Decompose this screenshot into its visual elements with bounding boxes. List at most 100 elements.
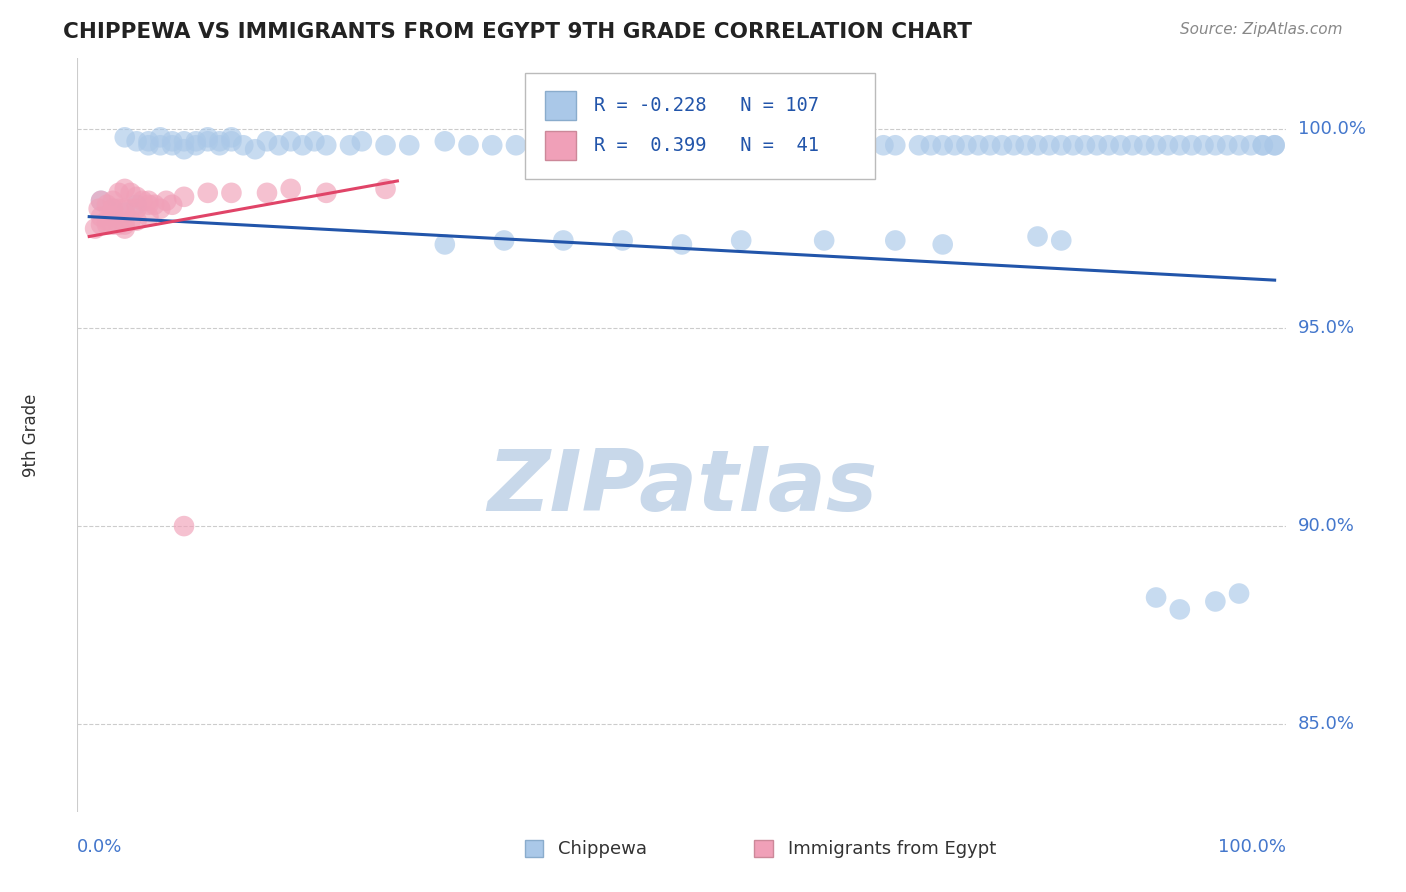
- Point: [149, 202, 172, 216]
- Point: [173, 519, 195, 533]
- Point: [1204, 594, 1226, 608]
- Point: [1204, 138, 1226, 153]
- Point: [765, 134, 787, 148]
- Point: [149, 130, 172, 145]
- Point: [433, 237, 456, 252]
- Point: [813, 234, 835, 248]
- Point: [160, 134, 183, 148]
- Point: [1050, 138, 1073, 153]
- Point: [398, 138, 420, 153]
- Point: [280, 182, 302, 196]
- Point: [173, 134, 195, 148]
- Point: [991, 138, 1014, 153]
- Point: [221, 134, 243, 148]
- Point: [505, 138, 527, 153]
- Text: Immigrants from Egypt: Immigrants from Egypt: [787, 839, 995, 857]
- Text: R = -0.228   N = 107: R = -0.228 N = 107: [593, 96, 818, 115]
- Point: [1144, 591, 1167, 605]
- Point: [848, 138, 870, 153]
- Point: [1240, 138, 1263, 153]
- Point: [433, 134, 456, 148]
- Point: [125, 190, 148, 204]
- FancyBboxPatch shape: [524, 840, 543, 857]
- Point: [671, 138, 693, 153]
- Point: [291, 138, 314, 153]
- Point: [138, 198, 160, 212]
- Point: [114, 182, 136, 196]
- Point: [101, 210, 124, 224]
- Point: [494, 234, 516, 248]
- Point: [149, 138, 172, 153]
- Point: [114, 202, 136, 216]
- Text: ZIPatlas: ZIPatlas: [486, 446, 877, 529]
- Point: [908, 138, 931, 153]
- Point: [636, 138, 658, 153]
- Point: [256, 186, 278, 200]
- Point: [1062, 138, 1084, 153]
- Text: 85.0%: 85.0%: [1298, 715, 1354, 733]
- Point: [599, 134, 621, 148]
- Point: [197, 134, 219, 148]
- Point: [256, 134, 278, 148]
- Point: [374, 182, 396, 196]
- Point: [931, 237, 953, 252]
- Point: [221, 186, 243, 200]
- Point: [1251, 138, 1274, 153]
- Point: [955, 138, 977, 153]
- Point: [967, 138, 990, 153]
- Point: [90, 210, 112, 224]
- Point: [884, 234, 907, 248]
- Point: [943, 138, 966, 153]
- Point: [1264, 138, 1286, 153]
- Point: [825, 134, 848, 148]
- Point: [1050, 234, 1073, 248]
- Point: [553, 234, 575, 248]
- Point: [742, 138, 765, 153]
- Point: [184, 138, 207, 153]
- Point: [267, 138, 290, 153]
- Point: [730, 234, 752, 248]
- Point: [1264, 138, 1286, 153]
- Point: [872, 138, 894, 153]
- Point: [576, 138, 599, 153]
- Point: [243, 142, 266, 156]
- Point: [87, 202, 110, 216]
- Point: [1098, 138, 1121, 153]
- Point: [114, 218, 136, 232]
- Point: [789, 138, 811, 153]
- Point: [125, 198, 148, 212]
- Point: [920, 138, 942, 153]
- Point: [120, 186, 142, 200]
- Point: [221, 130, 243, 145]
- Point: [1074, 138, 1097, 153]
- Point: [108, 186, 131, 200]
- Point: [96, 198, 118, 212]
- Point: [232, 138, 254, 153]
- Point: [90, 194, 112, 208]
- Point: [280, 134, 302, 148]
- Point: [1144, 138, 1167, 153]
- Point: [125, 134, 148, 148]
- Point: [155, 194, 177, 208]
- Point: [529, 138, 551, 153]
- Point: [671, 237, 693, 252]
- Point: [1015, 138, 1038, 153]
- Point: [125, 213, 148, 227]
- Point: [160, 198, 183, 212]
- Point: [101, 218, 124, 232]
- Point: [1038, 138, 1060, 153]
- Point: [1192, 138, 1215, 153]
- Point: [1157, 138, 1180, 153]
- Text: 9th Grade: 9th Grade: [22, 393, 41, 476]
- Point: [1227, 138, 1250, 153]
- Point: [1121, 138, 1143, 153]
- Point: [315, 186, 337, 200]
- Point: [160, 138, 183, 153]
- Point: [84, 221, 107, 235]
- Point: [184, 134, 207, 148]
- Point: [304, 134, 326, 148]
- Point: [114, 205, 136, 219]
- Point: [1109, 138, 1132, 153]
- Point: [1227, 586, 1250, 600]
- Point: [197, 186, 219, 200]
